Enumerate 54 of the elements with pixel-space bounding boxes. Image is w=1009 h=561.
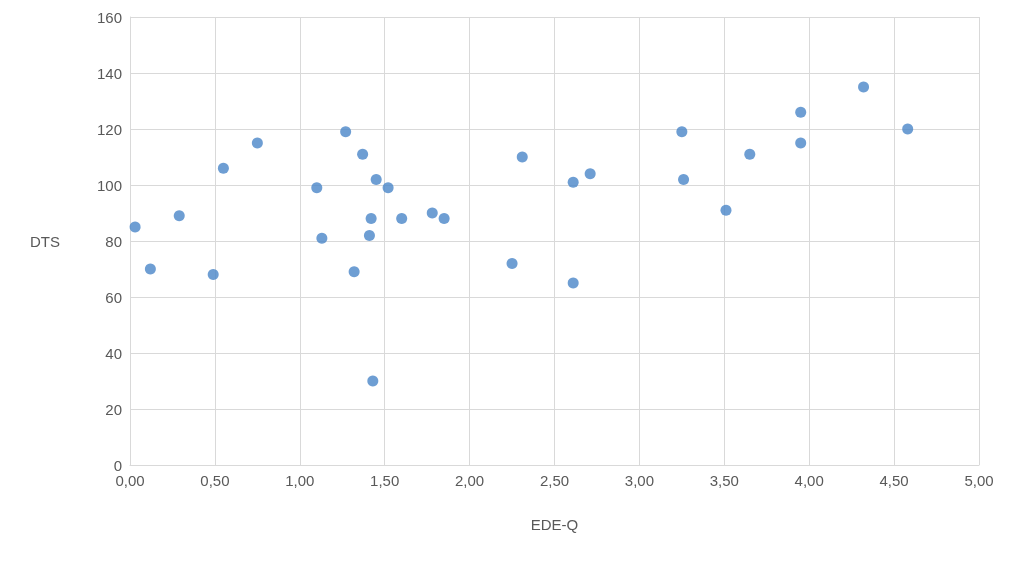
point	[144, 263, 156, 275]
x-tick-label: 1,00	[285, 472, 315, 489]
point	[584, 168, 596, 180]
x-tick-label: 0,50	[200, 472, 230, 489]
point	[357, 148, 369, 160]
point	[744, 148, 756, 160]
point	[340, 126, 352, 138]
x-tick-label: 0,00	[115, 472, 145, 489]
y-tick-label: 60	[105, 288, 122, 306]
x-tick-label: 2,00	[455, 472, 485, 489]
point	[251, 137, 263, 149]
point	[438, 213, 450, 225]
point	[396, 213, 408, 225]
point	[795, 106, 807, 118]
y-tick-label: 80	[105, 232, 122, 250]
point	[678, 173, 690, 185]
point	[348, 266, 360, 278]
point	[567, 277, 579, 289]
point	[506, 257, 518, 269]
point	[676, 126, 688, 138]
x-tick-label: 2,50	[539, 472, 570, 489]
point	[720, 204, 732, 216]
point	[382, 182, 394, 194]
point	[173, 210, 185, 222]
x-tick-label: 4,50	[879, 472, 909, 489]
x-axis-title: EDE-Q	[530, 516, 579, 533]
y-axis-title: DTS	[30, 232, 60, 250]
point	[902, 123, 914, 135]
point	[311, 182, 323, 194]
x-tick-label: 3,50	[709, 472, 739, 489]
x-tick-label: 1,50	[370, 472, 400, 489]
x-tick-label: 5,00	[964, 472, 994, 489]
y-tick-label: 140	[96, 64, 122, 82]
y-tick-label: 20	[105, 400, 122, 418]
point	[370, 173, 382, 185]
point	[858, 81, 870, 93]
x-tick-label: 3,00	[624, 472, 654, 489]
point	[217, 162, 229, 174]
y-tick-label: 100	[96, 176, 122, 194]
point	[426, 207, 438, 219]
y-tick-label: 0	[113, 456, 122, 474]
point	[129, 221, 141, 233]
point	[567, 176, 579, 188]
y-tick-label: 40	[105, 344, 122, 362]
y-tick-label: 120	[96, 120, 122, 138]
point	[367, 375, 379, 387]
x-tick-label: 4,00	[794, 472, 824, 489]
point	[365, 213, 377, 225]
point	[795, 137, 807, 149]
point	[207, 269, 219, 281]
point	[516, 151, 528, 163]
y-tick-label: 160	[96, 8, 122, 26]
point	[363, 229, 375, 241]
point	[316, 232, 328, 244]
